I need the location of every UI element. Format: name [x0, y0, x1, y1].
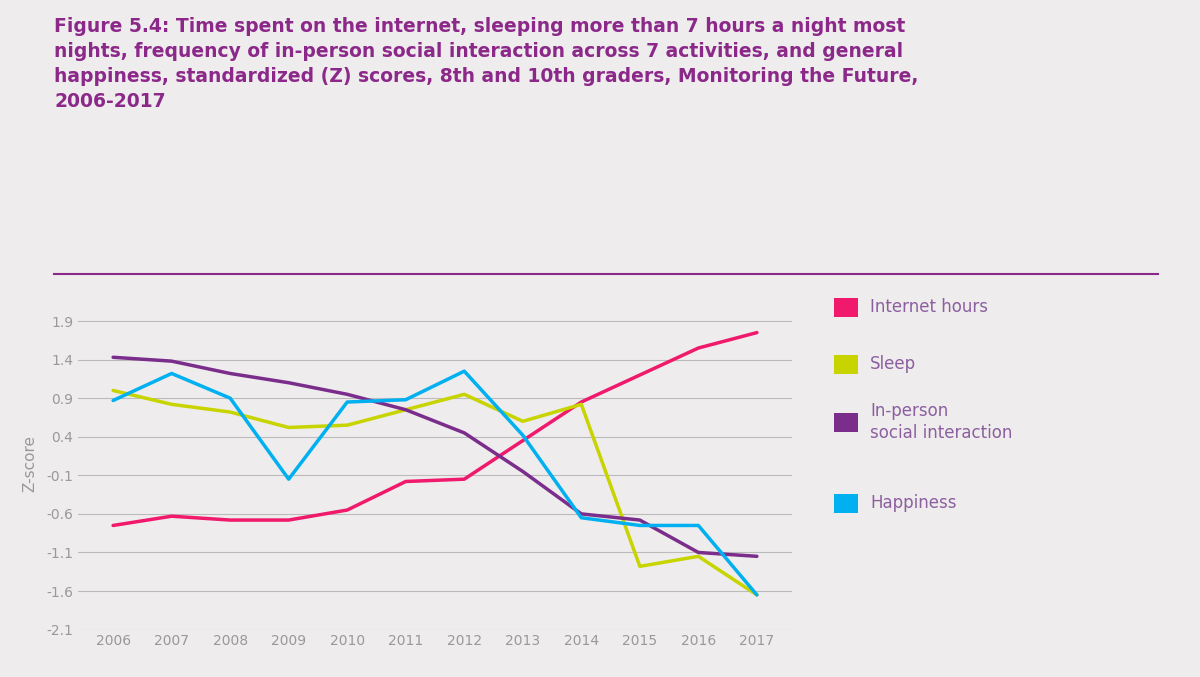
Text: Happiness: Happiness	[870, 494, 956, 512]
Text: Internet hours: Internet hours	[870, 298, 988, 315]
Text: In-person
social interaction: In-person social interaction	[870, 401, 1013, 442]
Text: Sleep: Sleep	[870, 355, 916, 373]
Text: Figure 5.4: Time spent on the internet, sleeping more than 7 hours a night most
: Figure 5.4: Time spent on the internet, …	[54, 17, 918, 111]
Y-axis label: Z-score: Z-score	[23, 435, 38, 492]
